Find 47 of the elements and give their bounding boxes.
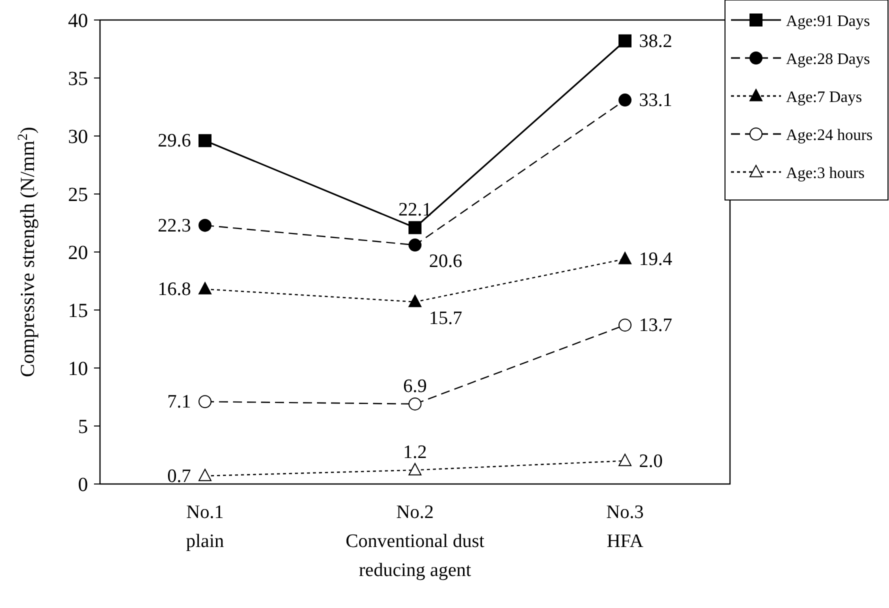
- data-label: 13.7: [639, 315, 672, 336]
- x-tick-label: No.1 plain: [186, 502, 224, 552]
- data-label: 0.7: [167, 466, 191, 487]
- point: [198, 218, 212, 232]
- y-tick-label: 10: [68, 358, 88, 380]
- legend-label: Age:91 Days: [786, 13, 870, 30]
- data-label: 1.2: [403, 442, 427, 464]
- point: [618, 252, 632, 264]
- data-label: 33.1: [639, 90, 672, 112]
- y-tick-label: 25: [68, 184, 88, 206]
- data-label: 2.0: [639, 450, 663, 472]
- point: [198, 395, 212, 408]
- data-label: 29.6: [158, 130, 191, 152]
- legend-label: Age:7 Days: [786, 89, 862, 106]
- data-label: 38.2: [639, 30, 672, 52]
- point: [408, 462, 422, 476]
- point: [618, 94, 632, 107]
- y-tick-label: 40: [68, 10, 88, 32]
- point: [198, 134, 212, 148]
- data-label: 6.9: [403, 376, 427, 397]
- data-label: 20.6: [429, 251, 462, 272]
- y-tick-label: 0: [78, 474, 88, 496]
- point: [408, 238, 422, 252]
- point: [198, 282, 212, 294]
- legend-label: Age:3 hours: [786, 165, 865, 182]
- y-tick-label: 5: [78, 416, 88, 438]
- data-label: 22.3: [158, 215, 191, 236]
- y-tick-label: 30: [68, 126, 88, 148]
- legend-label: Age:28 Days: [786, 51, 870, 68]
- x-tick-label: No.3 HFA: [606, 502, 644, 552]
- data-label: 15.7: [429, 308, 462, 329]
- y-tick-label: 15: [68, 300, 88, 322]
- point: [408, 221, 422, 234]
- x-tick-label: No.2 Conventional dust reducing agent: [346, 502, 486, 581]
- point: [618, 454, 632, 466]
- legend-label: Age:24 hours: [786, 127, 873, 144]
- point: [198, 468, 212, 482]
- y-tick-label: 35: [68, 68, 88, 90]
- point: [408, 294, 422, 308]
- data-label: 16.8: [158, 279, 191, 300]
- data-label: 19.4: [639, 248, 673, 270]
- point: [408, 397, 422, 410]
- point: [618, 318, 632, 332]
- point: [618, 34, 632, 48]
- data-label: 7.1: [167, 392, 191, 413]
- data-label: 22.1: [398, 200, 432, 221]
- y-tick-label: 20: [68, 242, 88, 264]
